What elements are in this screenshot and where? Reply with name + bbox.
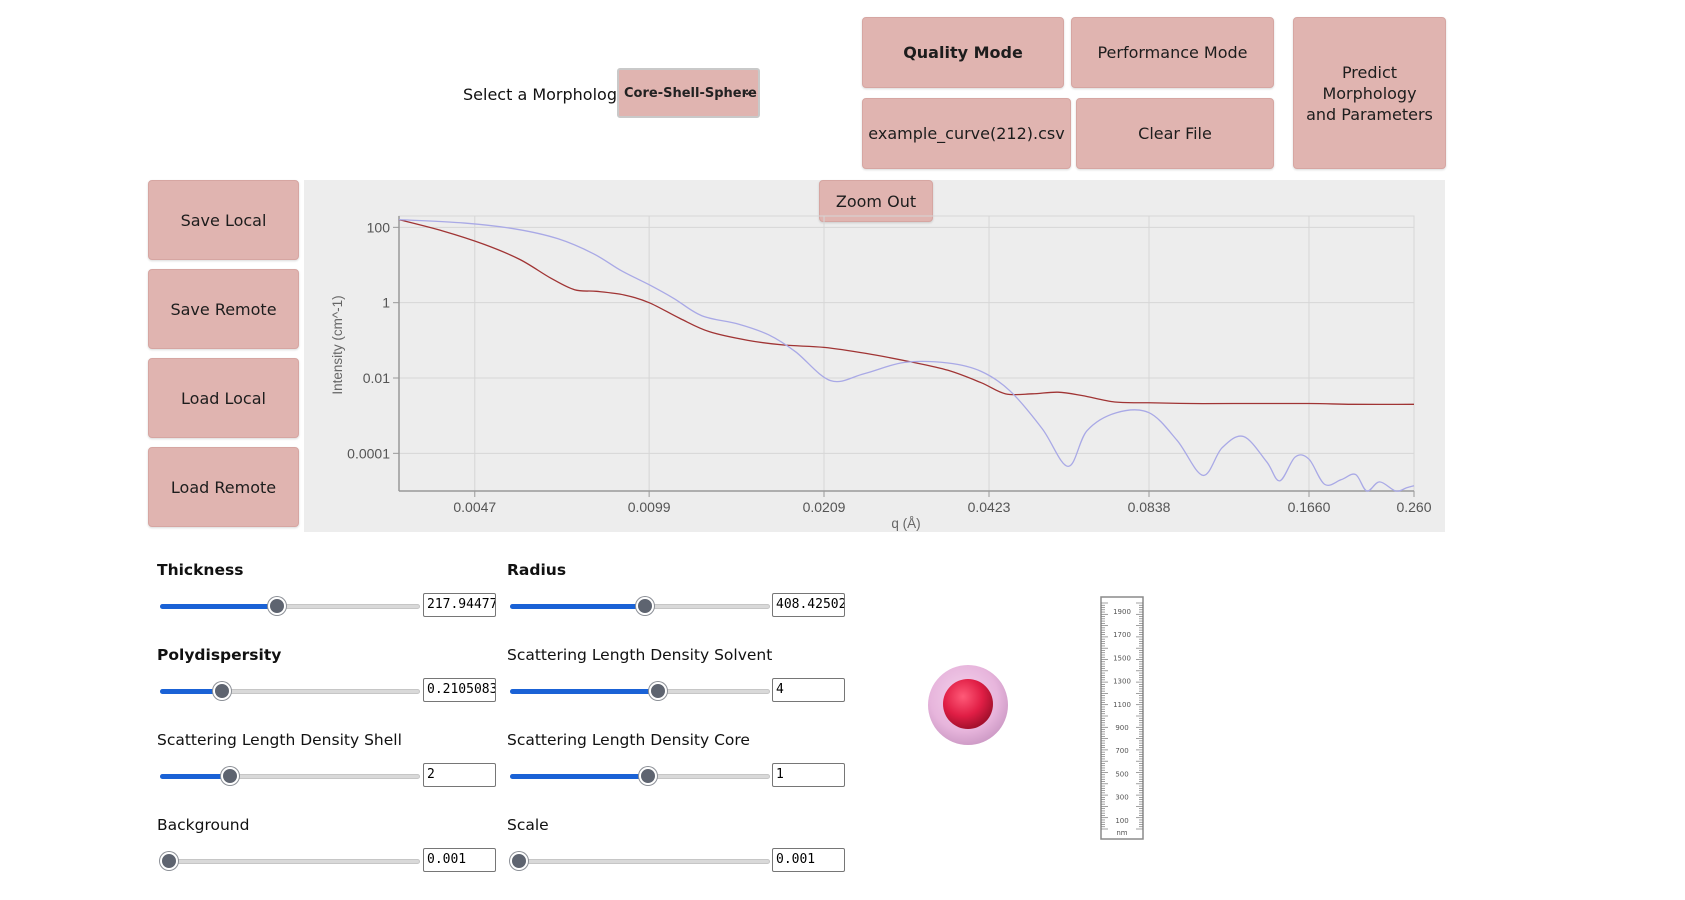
slider-fill [510, 689, 659, 694]
radius-label: Radius [507, 561, 567, 579]
sphere-preview [928, 665, 1008, 745]
x-tick-label: 0.1660 [1288, 499, 1331, 515]
slider-fill [510, 604, 646, 609]
radius-input[interactable]: 408.425020 [772, 593, 845, 617]
ruler-unit: nm [1116, 829, 1127, 837]
slider-thumb[interactable] [160, 852, 178, 870]
plot-border [398, 215, 1415, 492]
x-tick-label: 0.0423 [968, 499, 1011, 515]
y-tick-label: 0.0001 [347, 445, 390, 461]
file-button[interactable]: example_curve(212).csv [862, 98, 1071, 169]
slider-track [510, 859, 770, 864]
background-label: Background [157, 816, 250, 834]
thickness-label: Thickness [157, 561, 244, 579]
slider-fill [160, 689, 223, 694]
ruler-label: 100 [1115, 817, 1128, 825]
save-local-button[interactable]: Save Local [148, 180, 299, 260]
sld-core-input[interactable]: 1 [772, 763, 845, 787]
slider-thumb[interactable] [638, 767, 657, 785]
predict-button[interactable]: Predict Morphology and Parameters [1293, 17, 1446, 169]
thickness-slider[interactable] [160, 597, 420, 615]
morphology-selected: Core-Shell-Sphere [624, 85, 757, 101]
thickness-input[interactable]: 217.944770 [423, 593, 496, 617]
load-remote-button[interactable]: Load Remote [148, 447, 299, 527]
scale-input[interactable]: 0.001 [772, 848, 845, 872]
morphology-label: Select a Morphology: [463, 85, 631, 104]
slider-thumb[interactable] [649, 682, 668, 700]
predict-line-3: and Parameters [1306, 104, 1433, 124]
ruler-label: 1700 [1113, 631, 1131, 639]
sld-solvent-slider[interactable] [510, 682, 770, 700]
ruler-label: 700 [1115, 747, 1128, 755]
ruler-label: 1100 [1113, 701, 1131, 709]
scale-slider[interactable] [510, 852, 770, 870]
sld-shell-input[interactable]: 2 [423, 763, 496, 787]
ruler-label: 900 [1115, 724, 1128, 732]
x-tick-label: 0.0838 [1128, 499, 1171, 515]
zoom-out-button[interactable]: Zoom Out [819, 180, 933, 222]
y-tick-label: 0.01 [363, 370, 390, 386]
polydispersity-slider[interactable] [160, 682, 420, 700]
quality-mode-button[interactable]: Quality Mode [862, 17, 1064, 88]
chart-panel [304, 180, 1445, 532]
slider-thumb[interactable] [510, 852, 528, 870]
ruler-label: 1300 [1113, 678, 1131, 686]
series-model-line [398, 219, 1415, 492]
slider-thumb[interactable] [636, 597, 655, 615]
x-axis-label: q (Å) [891, 516, 920, 531]
ruler-label: 300 [1115, 794, 1128, 802]
polydispersity-label: Polydispersity [157, 646, 282, 664]
sld-solvent-label: Scattering Length Density Solvent [507, 646, 773, 664]
y-axis-label: Intensity (cm^-1) [330, 295, 345, 394]
polydispersity-input[interactable]: 0.210508300 [423, 678, 496, 702]
performance-mode-button[interactable]: Performance Mode [1071, 17, 1274, 88]
y-tick-label: 100 [367, 219, 391, 235]
intensity-chart[interactable]: 0.0047 0.0099 0.0209 0.0423 0.0838 0.1660 0.26… [304, 180, 1445, 532]
ruler-label: 1900 [1113, 608, 1131, 616]
ruler-label: 1500 [1113, 654, 1131, 662]
chevron-down-icon: ⌄ [741, 84, 752, 98]
sld-shell-slider[interactable] [160, 767, 420, 785]
slider-fill [510, 774, 648, 779]
predict-line-2: Morphology [1322, 83, 1417, 103]
x-tick-label: 0.0047 [453, 499, 496, 515]
background-input[interactable]: 0.001 [423, 848, 496, 872]
sld-solvent-input[interactable]: 4 [772, 678, 845, 702]
clear-file-button[interactable]: Clear File [1076, 98, 1274, 169]
predict-line-1: Predict [1341, 62, 1398, 82]
slider-thumb[interactable] [268, 597, 286, 615]
series-measured-line [398, 219, 1415, 406]
slider-track [160, 859, 420, 864]
sld-core-slider[interactable] [510, 767, 770, 785]
radius-slider[interactable] [510, 597, 770, 615]
x-tick-label: 0.0099 [628, 499, 671, 515]
sld-core-label: Scattering Length Density Core [507, 731, 750, 749]
x-tick-label: 0.0209 [803, 499, 846, 515]
scale-ruler: 1900 1700 1500 1300 1100 900 700 500 300 100 nm [1100, 596, 1144, 840]
core-sphere [943, 679, 993, 729]
save-remote-button[interactable]: Save Remote [148, 269, 299, 349]
morphology-select[interactable]: Core-Shell-Sphere ⌄ [617, 68, 760, 118]
background-slider[interactable] [160, 852, 420, 870]
x-tick-label: 0.260 [1396, 499, 1431, 515]
slider-thumb[interactable] [221, 767, 240, 785]
slider-thumb[interactable] [213, 682, 232, 700]
load-local-button[interactable]: Load Local [148, 358, 299, 438]
sld-shell-label: Scattering Length Density Shell [157, 731, 402, 749]
scale-label: Scale [507, 816, 549, 834]
ruler-label: 500 [1115, 770, 1128, 778]
y-tick-label: 1 [382, 295, 390, 311]
slider-fill [160, 774, 231, 779]
slider-fill [160, 604, 277, 609]
